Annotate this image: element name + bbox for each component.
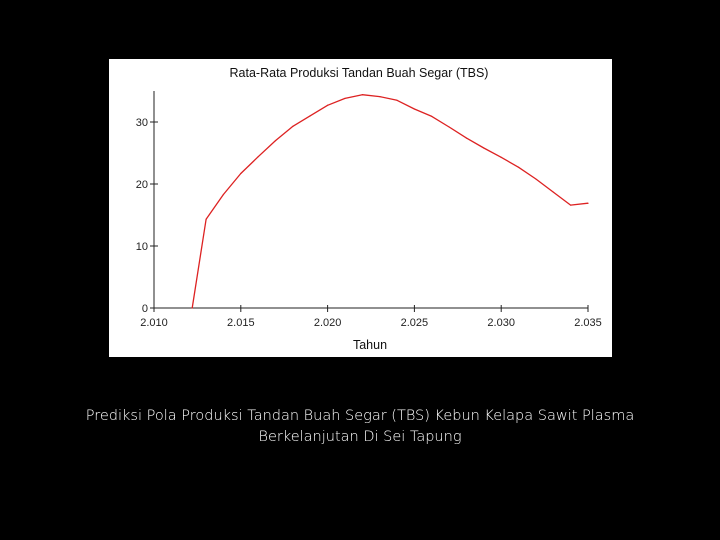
data-point bbox=[257, 156, 259, 158]
x-tick-label: 2.025 bbox=[401, 317, 429, 329]
data-point bbox=[292, 125, 294, 127]
x-tick-label: 2.015 bbox=[227, 317, 255, 329]
x-tick-label: 2.035 bbox=[574, 317, 602, 329]
y-tick-label: 30 bbox=[136, 117, 148, 129]
caption-line-2: Berkelanjutan Di Sei Tapung bbox=[258, 429, 462, 445]
tick-labels: 0 10 20 30 2.010 2.015 2.020 2.025 2.030 2.035 bbox=[136, 117, 602, 329]
chart-panel: Rata-Rata Produksi Tandan Buah Segar (TB… bbox=[109, 59, 612, 357]
data-point bbox=[361, 94, 363, 96]
slide-caption: Prediksi Pola Produksi Tandan Buah Segar… bbox=[40, 406, 680, 448]
data-point bbox=[483, 147, 485, 149]
series-line bbox=[191, 94, 589, 309]
data-point bbox=[448, 126, 450, 128]
data-point bbox=[344, 97, 346, 100]
caption-line-1: Prediksi Pola Produksi Tandan Buah Segar… bbox=[85, 408, 635, 424]
data-point bbox=[413, 108, 415, 110]
data-point bbox=[222, 193, 225, 196]
data-point bbox=[327, 104, 329, 106]
x-axis-label: Tahun bbox=[353, 338, 387, 352]
data-point bbox=[431, 115, 433, 118]
data-point bbox=[517, 166, 520, 168]
axes bbox=[150, 91, 589, 312]
chart-title: Rata-Rata Produksi Tandan Buah Segar (TB… bbox=[230, 66, 489, 80]
data-point bbox=[570, 204, 572, 206]
x-tick-label: 2.030 bbox=[487, 317, 515, 329]
data-point bbox=[240, 172, 242, 175]
x-tick-label: 2.010 bbox=[140, 317, 168, 329]
data-point bbox=[309, 115, 311, 117]
y-tick-label: 10 bbox=[136, 241, 148, 253]
data-point bbox=[396, 99, 398, 101]
data-point bbox=[274, 140, 277, 142]
data-point bbox=[587, 202, 589, 204]
y-tick-label: 20 bbox=[136, 179, 148, 191]
line-chart: Rata-Rata Produksi Tandan Buah Segar (TB… bbox=[136, 66, 602, 352]
series-group bbox=[191, 94, 589, 309]
y-tick-label: 0 bbox=[142, 303, 148, 315]
x-tick-label: 2.020 bbox=[314, 317, 342, 329]
data-point bbox=[379, 95, 381, 98]
data-point bbox=[465, 137, 468, 139]
data-point bbox=[205, 218, 207, 220]
data-point bbox=[535, 178, 537, 180]
data-point bbox=[552, 191, 554, 193]
data-point bbox=[500, 156, 502, 158]
data-point bbox=[191, 307, 193, 309]
